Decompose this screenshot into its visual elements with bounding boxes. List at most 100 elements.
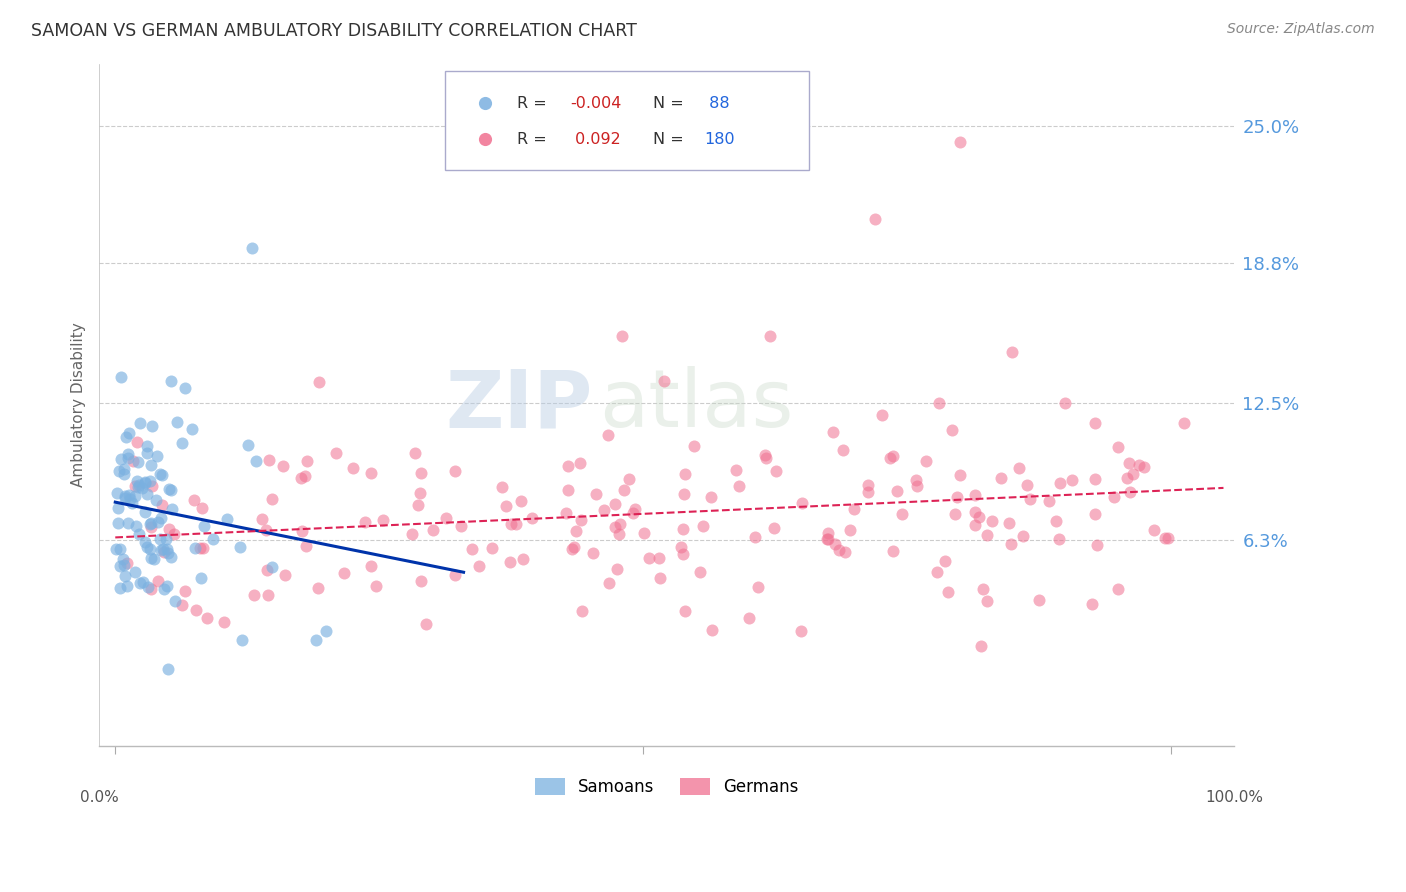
Point (373, 513, 395, 527)
Point (1081, 597, 1104, 611)
Point (415, 616, 437, 631)
Point (1143, 523, 1166, 537)
Point (135, 486, 157, 500)
Point (406, 499, 429, 513)
Point (217, 512, 239, 526)
Point (138, 541, 160, 556)
Point (460, 541, 482, 556)
Point (1154, 531, 1177, 545)
Point (150, 468, 173, 483)
Point (155, 532, 177, 546)
Point (623, 501, 645, 516)
Point (411, 574, 433, 589)
Point (1060, 473, 1083, 487)
Point (592, 502, 614, 516)
Point (512, 552, 534, 566)
Point (963, 518, 986, 533)
Text: 180: 180 (704, 132, 735, 146)
Point (638, 550, 661, 565)
Point (291, 524, 314, 538)
Point (927, 396, 949, 410)
Point (1045, 514, 1067, 528)
Point (139, 582, 162, 596)
Point (143, 551, 166, 566)
Point (136, 580, 159, 594)
Point (831, 443, 853, 458)
Point (353, 515, 375, 529)
Point (727, 479, 749, 493)
Point (166, 415, 188, 429)
Point (191, 500, 214, 515)
Point (118, 488, 141, 502)
Text: SAMOAN VS GERMAN AMBULATORY DISABILITY CORRELATION CHART: SAMOAN VS GERMAN AMBULATORY DISABILITY C… (31, 22, 637, 40)
Point (114, 491, 136, 505)
Point (422, 523, 444, 537)
Text: -0.004: -0.004 (571, 95, 621, 111)
Point (124, 489, 146, 503)
Point (136, 439, 159, 453)
Point (981, 514, 1004, 528)
Point (181, 422, 204, 436)
Point (157, 522, 180, 536)
Text: N =: N = (654, 95, 689, 111)
Point (163, 594, 186, 608)
Point (1085, 538, 1108, 552)
Point (891, 508, 914, 522)
Point (127, 480, 149, 494)
Point (1000, 536, 1022, 550)
Point (842, 501, 865, 516)
Point (744, 530, 766, 544)
Point (495, 499, 517, 513)
Point (725, 463, 748, 477)
Point (409, 466, 432, 480)
Point (605, 497, 627, 511)
Point (114, 462, 136, 476)
Point (945, 507, 967, 521)
Point (108, 464, 131, 478)
Point (117, 451, 139, 466)
Point (110, 541, 132, 556)
Point (245, 454, 267, 468)
Point (110, 452, 132, 467)
Point (882, 543, 904, 558)
Point (404, 445, 426, 459)
Point (747, 580, 769, 594)
Point (315, 624, 337, 638)
Point (333, 566, 356, 581)
Text: Source: ZipAtlas.com: Source: ZipAtlas.com (1227, 22, 1375, 37)
Legend: Samoans, Germans: Samoans, Germans (529, 771, 806, 803)
Point (149, 511, 172, 525)
Point (141, 479, 163, 493)
Point (672, 487, 695, 501)
Point (633, 525, 655, 540)
Point (1008, 460, 1031, 475)
Point (122, 453, 145, 467)
Point (156, 546, 179, 560)
Point (107, 501, 129, 516)
Point (882, 449, 904, 463)
Point (582, 546, 605, 560)
Point (271, 458, 294, 473)
Point (790, 496, 813, 510)
Point (815, 533, 838, 547)
Point (648, 571, 671, 585)
Point (946, 490, 969, 504)
Point (609, 516, 631, 531)
Point (613, 483, 636, 497)
Point (117, 516, 139, 530)
Point (560, 541, 582, 556)
Point (700, 623, 723, 637)
Point (672, 547, 695, 561)
Point (834, 545, 856, 559)
Point (252, 512, 274, 526)
Point (1084, 416, 1107, 430)
Point (444, 568, 467, 582)
Point (571, 604, 593, 618)
Point (481, 541, 503, 555)
Point (118, 426, 141, 441)
Point (156, 541, 179, 556)
Point (967, 510, 990, 524)
Point (1107, 440, 1129, 454)
Point (360, 467, 382, 481)
Point (231, 632, 253, 647)
